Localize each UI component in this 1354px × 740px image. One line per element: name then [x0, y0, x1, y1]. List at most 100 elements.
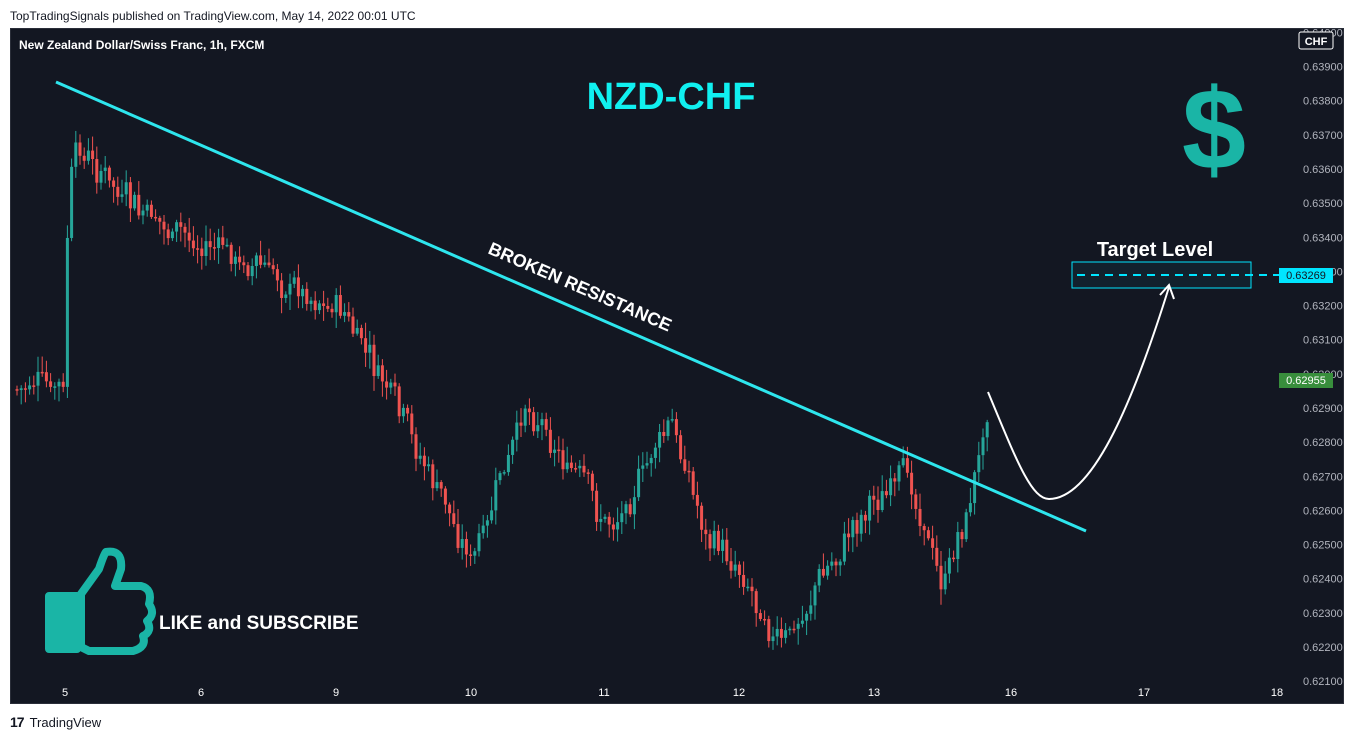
symbol-label: New Zealand Dollar/Swiss Franc, 1h, FXCM — [19, 38, 264, 52]
candle-body — [494, 480, 498, 511]
footer-brand[interactable]: TradingView — [29, 714, 102, 730]
candle-body — [44, 372, 48, 382]
candle-body — [607, 516, 611, 525]
candle-body — [439, 482, 443, 489]
candle-body — [826, 565, 830, 576]
candle-body — [544, 419, 548, 430]
candle-body — [960, 532, 964, 540]
candle-body — [154, 216, 158, 219]
candle-body — [389, 382, 393, 388]
candle-body — [28, 385, 32, 390]
candle-body — [175, 222, 179, 232]
candle-body — [821, 568, 825, 576]
candle-body — [624, 504, 628, 514]
chart-panel[interactable]: 0.640000.639000.638000.637000.636000.635… — [10, 28, 1344, 704]
candle-body — [137, 194, 141, 216]
candle-body — [813, 585, 817, 606]
candle-body — [910, 472, 914, 495]
candle-body — [372, 344, 376, 377]
y-tick-label: 0.62600 — [1303, 505, 1343, 517]
candle-body — [553, 449, 557, 453]
candle-body — [939, 565, 943, 590]
resistance-trendline — [55, 80, 1087, 533]
candle-body — [133, 194, 137, 209]
y-axis: 0.640000.639000.638000.637000.636000.635… — [1303, 29, 1343, 688]
candle-body — [973, 472, 977, 504]
candle-body — [796, 623, 800, 629]
y-tick-label: 0.62200 — [1303, 642, 1343, 654]
candle-body — [649, 457, 653, 464]
candle-body — [107, 167, 111, 181]
candle-body — [548, 429, 552, 453]
candle-body — [536, 425, 540, 432]
last-price: 0.62955 — [1286, 375, 1326, 387]
candle-body — [322, 303, 326, 306]
candle-body — [309, 300, 313, 304]
candle-body — [82, 155, 86, 161]
candle-body — [884, 491, 888, 496]
candle-body — [166, 229, 170, 239]
candle-body — [784, 630, 788, 638]
candle-body — [889, 478, 893, 496]
target-price: 0.63269 — [1286, 270, 1326, 282]
candle-body — [918, 508, 922, 527]
y-tick-label: 0.63700 — [1303, 130, 1343, 142]
candle-body — [254, 255, 258, 267]
y-tick-label: 0.62400 — [1303, 574, 1343, 586]
candle-body — [78, 142, 82, 156]
candle-body — [876, 499, 880, 511]
candle-body — [712, 530, 716, 549]
candle-body — [414, 434, 418, 459]
candle-body — [763, 618, 767, 621]
candle-body — [952, 557, 956, 560]
candle-body — [708, 534, 712, 549]
tradingview-logo-icon: 17 — [10, 714, 25, 730]
x-tick-label: 10 — [465, 687, 477, 699]
candle-body — [968, 503, 972, 513]
x-tick-label: 13 — [868, 687, 880, 699]
candle-body — [523, 408, 527, 426]
candle-body — [746, 586, 750, 589]
candle-body — [700, 505, 704, 530]
candle-body — [380, 365, 384, 382]
candle-body — [687, 470, 691, 473]
candle-body — [666, 420, 670, 437]
y-tick-label: 0.63600 — [1303, 164, 1343, 176]
x-tick-label: 18 — [1271, 687, 1283, 699]
candle-body — [775, 628, 779, 637]
candle-body — [477, 533, 481, 552]
candle-body — [838, 561, 842, 566]
currency-badge — [1298, 31, 1334, 50]
candle-body — [267, 262, 271, 266]
candle-body — [351, 316, 355, 334]
x-tick-label: 17 — [1138, 687, 1150, 699]
candle-body — [737, 564, 741, 575]
candle-body — [557, 449, 561, 452]
candle-body — [275, 269, 279, 281]
target-label: Target Level — [1097, 239, 1213, 261]
candle-body — [124, 182, 128, 195]
candle-body — [128, 182, 132, 209]
candle-body — [855, 520, 859, 534]
x-tick-label: 16 — [1005, 687, 1017, 699]
candle-body — [683, 459, 687, 471]
candle-body — [859, 514, 863, 534]
y-tick-label: 0.63800 — [1303, 96, 1343, 108]
candle-body — [893, 478, 897, 482]
candle-body — [628, 504, 632, 515]
candle-body — [658, 431, 662, 448]
candle-body — [830, 561, 834, 566]
candle-body — [540, 419, 544, 426]
candle-body — [183, 226, 187, 233]
candle-body — [880, 491, 884, 511]
candle-body — [964, 512, 968, 540]
candles-layer — [15, 130, 989, 650]
candle-body — [221, 237, 225, 245]
candle-body — [393, 382, 397, 387]
candle-body — [679, 435, 683, 460]
candle-body — [872, 495, 876, 500]
price-chart[interactable]: 0.640000.639000.638000.637000.636000.635… — [11, 29, 1344, 704]
candle-body — [670, 419, 674, 421]
candle-body — [49, 381, 53, 387]
candle-body — [61, 381, 65, 387]
